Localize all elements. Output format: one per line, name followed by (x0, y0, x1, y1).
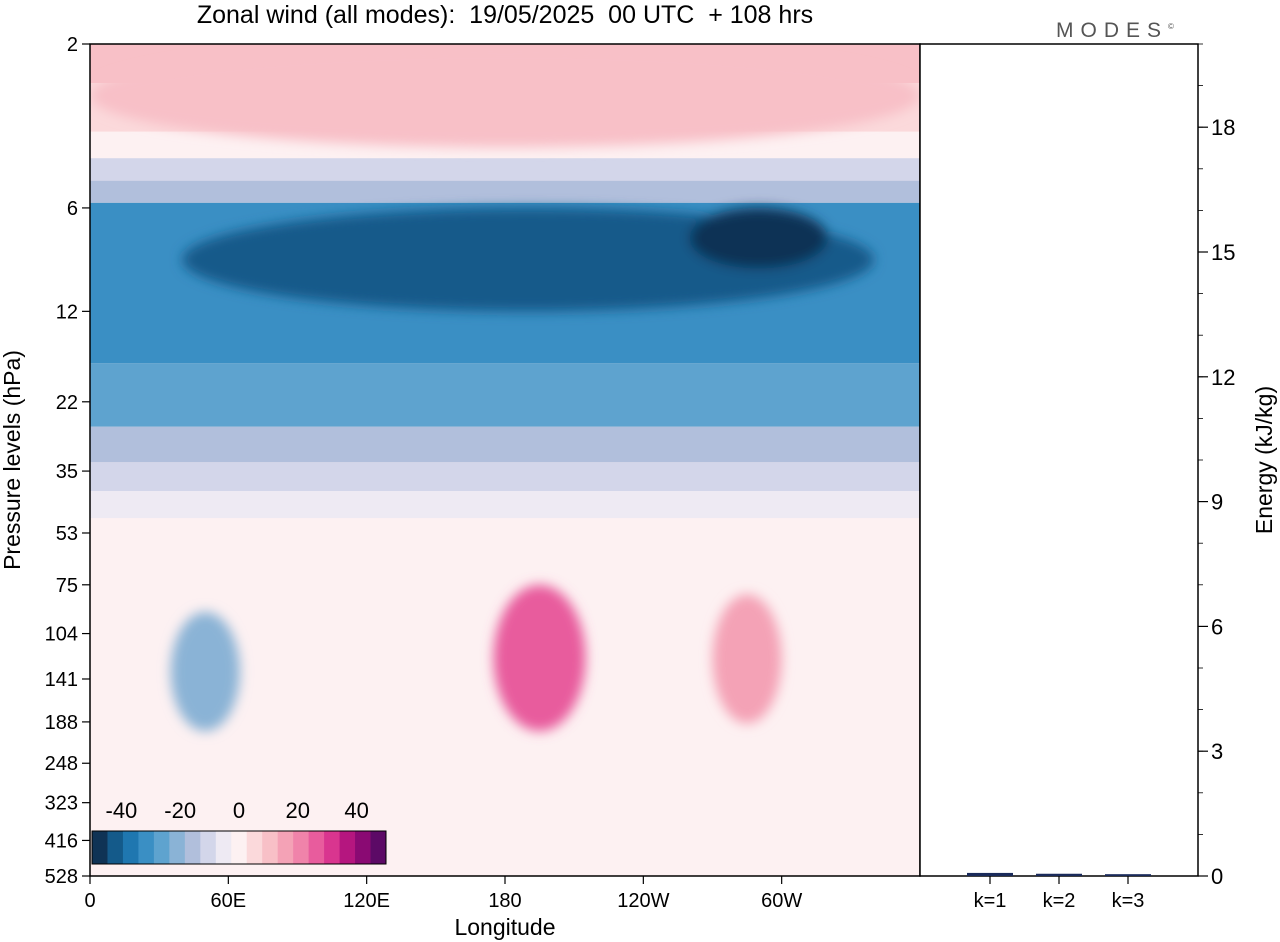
colorbar-swatch (277, 831, 294, 864)
y-tick-label: 248 (45, 753, 78, 775)
colorbar-swatch (370, 831, 387, 864)
energy-tick-label: 12 (1211, 365, 1235, 390)
x-axis-title: Longitude (454, 914, 555, 940)
energy-bar (1105, 874, 1151, 876)
copyright-mark: © (1168, 22, 1174, 31)
level-band (90, 491, 920, 519)
wind-feature (170, 612, 240, 732)
colorbar-swatch (200, 831, 217, 864)
colorbar-swatch (339, 831, 356, 864)
colorbar-border (91, 830, 387, 865)
energy-category-label: k=3 (1112, 890, 1145, 912)
wind-feature (712, 594, 782, 724)
wind-features (90, 44, 920, 732)
y-tick-label: 416 (45, 830, 78, 852)
x-tick-label: 60W (761, 890, 802, 912)
colorbar-swatch (308, 831, 325, 864)
level-band (90, 180, 920, 203)
energy-tick-label: 18 (1211, 115, 1235, 140)
colorbar-swatch (153, 831, 170, 864)
energy-panel: 0 3 6 9 12 15 18 k=1 k=2 k=3 Energy (kJ/kg) (919, 43, 1277, 912)
colorbar-swatch (92, 831, 108, 864)
y-tick-label: 22 (56, 392, 78, 414)
y-tick-label: 12 (56, 301, 78, 323)
logo-text: MODES (1056, 19, 1169, 42)
colorbar: -40 -20 0 20 40 (91, 798, 387, 865)
colorbar-tick-label: 0 (233, 798, 245, 823)
colorbar-swatch (262, 831, 279, 864)
colorbar-swatch (293, 831, 310, 864)
wind-heatmap (90, 44, 920, 876)
level-band (90, 462, 920, 491)
level-band (90, 158, 920, 181)
energy-tick-label: 6 (1211, 614, 1223, 639)
colorbar-swatch (355, 831, 372, 864)
x-tick-label: 180 (488, 890, 521, 912)
energy-panel-border (919, 43, 1199, 877)
modes-logo: MODES© (1056, 19, 1174, 43)
y-tick-label: 528 (45, 866, 78, 888)
wind-feature (689, 207, 828, 269)
wind-feature (493, 584, 586, 732)
level-band (90, 426, 920, 463)
colorbar-tick-label: -40 (106, 798, 138, 823)
energy-tick-label: 3 (1211, 739, 1223, 764)
energy-tick-label: 0 (1211, 864, 1223, 889)
y-tick-label: 188 (45, 712, 78, 734)
colorbar-swatch (184, 831, 201, 864)
y-axis-title: Pressure levels (hPa) (0, 350, 25, 570)
colorbar-swatch (324, 831, 341, 864)
y-tick-label: 35 (56, 461, 78, 483)
y-tick-label: 323 (45, 793, 78, 815)
colorbar-tick-label: 40 (344, 798, 368, 823)
y-tick-label: 53 (56, 523, 78, 545)
y-tick-label: 2 (67, 34, 78, 56)
y-tick-label: 75 (56, 575, 78, 597)
x-tick-label: 60E (211, 890, 247, 912)
colorbar-swatch (169, 831, 186, 864)
colorbar-swatch (138, 831, 155, 864)
energy-bar (1036, 873, 1082, 876)
energy-tick-label: 9 (1211, 490, 1223, 515)
colorbar-tick-label: 20 (286, 798, 310, 823)
energy-bar (967, 872, 1013, 876)
y-tick-label: 141 (45, 669, 78, 691)
colorbar-swatch (246, 831, 263, 864)
y-tick-label: 6 (67, 198, 78, 220)
level-bands (90, 44, 920, 876)
wind-feature (90, 44, 920, 148)
chart-title: Zonal wind (all modes): 19/05/2025 00 UT… (196, 1, 814, 29)
colorbar-swatch (231, 831, 248, 864)
heatmap-axes: 2 6 12 22 35 53 75 104 141 188 248 323 416 528 0 60E 120… (0, 34, 802, 940)
colorbar-swatch (215, 831, 232, 864)
energy-axis-title: Energy (kJ/kg) (1251, 386, 1277, 534)
energy-category-label: k=1 (974, 890, 1007, 912)
energy-tick-label: 15 (1211, 240, 1235, 265)
x-tick-label: 120W (617, 890, 669, 912)
x-tick-label: 120E (343, 890, 390, 912)
energy-category-label: k=2 (1043, 890, 1076, 912)
colorbar-swatch (107, 831, 124, 864)
colorbar-tick-label: -20 (164, 798, 196, 823)
x-tick-label: 0 (84, 890, 95, 912)
level-band (90, 363, 920, 427)
y-tick-label: 104 (45, 624, 78, 646)
colorbar-swatch (122, 831, 139, 864)
